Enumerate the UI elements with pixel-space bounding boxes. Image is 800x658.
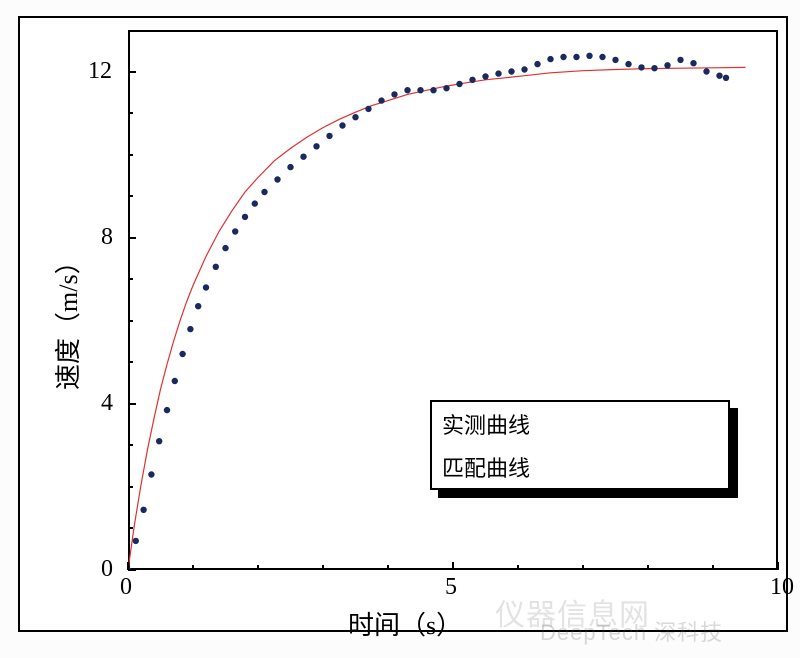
y-minor-tick <box>128 278 133 280</box>
measured-dot <box>534 61 540 67</box>
measured-dot <box>300 154 306 160</box>
measured-dot <box>352 114 358 120</box>
measured-dot <box>664 62 670 68</box>
measured-dot <box>638 64 644 70</box>
y-tick-label: 0 <box>101 556 113 583</box>
measured-dot <box>133 538 139 544</box>
measured-dot <box>495 70 501 76</box>
measured-dot <box>187 326 193 332</box>
measured-dot <box>287 164 293 170</box>
measured-dot <box>560 54 566 60</box>
y-minor-tick <box>128 486 133 488</box>
y-axis-label: 速度（m/s） <box>48 248 85 390</box>
measured-dot <box>404 87 410 93</box>
y-minor-tick <box>128 444 133 446</box>
measured-dot <box>391 91 397 97</box>
y-minor-tick <box>128 320 133 322</box>
x-minor-tick <box>647 565 649 570</box>
legend-sample-measured <box>442 423 512 425</box>
y-minor-tick <box>128 112 133 114</box>
measured-dot <box>599 54 605 60</box>
y-tick-label: 12 <box>88 58 112 85</box>
measured-dot <box>195 303 201 309</box>
y-minor-tick <box>128 154 133 156</box>
measured-dot <box>378 97 384 103</box>
y-tick <box>128 71 136 73</box>
measured-dot <box>430 87 436 93</box>
y-tick-label: 8 <box>101 224 113 251</box>
legend-box: 实测曲线 匹配曲线 <box>430 400 730 490</box>
y-tick <box>128 237 136 239</box>
measured-dot <box>690 60 696 66</box>
y-minor-tick <box>128 527 133 529</box>
x-axis-label: 时间（s） <box>348 605 462 642</box>
measured-dot <box>156 438 162 444</box>
legend-row-fitted: 匹配曲线 <box>432 445 728 488</box>
y-minor-tick <box>128 195 133 197</box>
measured-dot <box>586 53 592 59</box>
measured-dot <box>677 57 683 63</box>
measured-dot <box>723 75 729 81</box>
measured-dot <box>339 122 345 128</box>
x-minor-tick <box>582 565 584 570</box>
x-tick-label: 5 <box>445 574 457 601</box>
measured-dot <box>179 351 185 357</box>
y-tick-label: 4 <box>101 390 113 417</box>
measured-dot <box>242 214 248 220</box>
measured-dot <box>469 77 475 83</box>
x-minor-tick <box>712 565 714 570</box>
x-tick <box>777 562 779 570</box>
measured-dot <box>232 228 238 234</box>
legend-row-measured: 实测曲线 <box>432 402 728 445</box>
x-minor-tick <box>322 565 324 570</box>
measured-dot <box>203 284 209 290</box>
measured-dot <box>164 407 170 413</box>
y-tick <box>128 569 136 571</box>
y-minor-tick <box>128 361 133 363</box>
measured-dot <box>365 106 371 112</box>
measured-dot <box>172 378 178 384</box>
measured-dot <box>651 65 657 71</box>
x-tick <box>452 562 454 570</box>
measured-dot <box>456 81 462 87</box>
measured-dot <box>213 264 219 270</box>
measured-dot <box>140 507 146 513</box>
measured-dot <box>573 54 579 60</box>
measured-dot <box>274 176 280 182</box>
x-tick-label: 10 <box>770 574 794 601</box>
x-tick-label: 0 <box>120 574 132 601</box>
x-minor-tick <box>192 565 194 570</box>
measured-dot <box>716 73 722 79</box>
measured-dot <box>521 66 527 72</box>
measured-dot <box>313 143 319 149</box>
legend-sample-fitted <box>442 466 512 468</box>
measured-dot <box>443 85 449 91</box>
measured-dot <box>547 56 553 62</box>
measured-dot <box>625 61 631 67</box>
measured-dot <box>148 471 154 477</box>
measured-dot <box>703 68 709 74</box>
measured-dot <box>508 68 514 74</box>
measured-dot <box>612 57 618 63</box>
measured-dot <box>482 73 488 79</box>
measured-dot <box>222 245 228 251</box>
measured-dot <box>252 200 258 206</box>
measured-dot <box>417 87 423 93</box>
x-minor-tick <box>517 565 519 570</box>
measured-dot <box>326 133 332 139</box>
x-minor-tick <box>257 565 259 570</box>
x-minor-tick <box>387 565 389 570</box>
watermark-right: DeepTech 深科技 <box>540 615 723 647</box>
measured-dot <box>261 189 267 195</box>
y-tick <box>128 403 136 405</box>
